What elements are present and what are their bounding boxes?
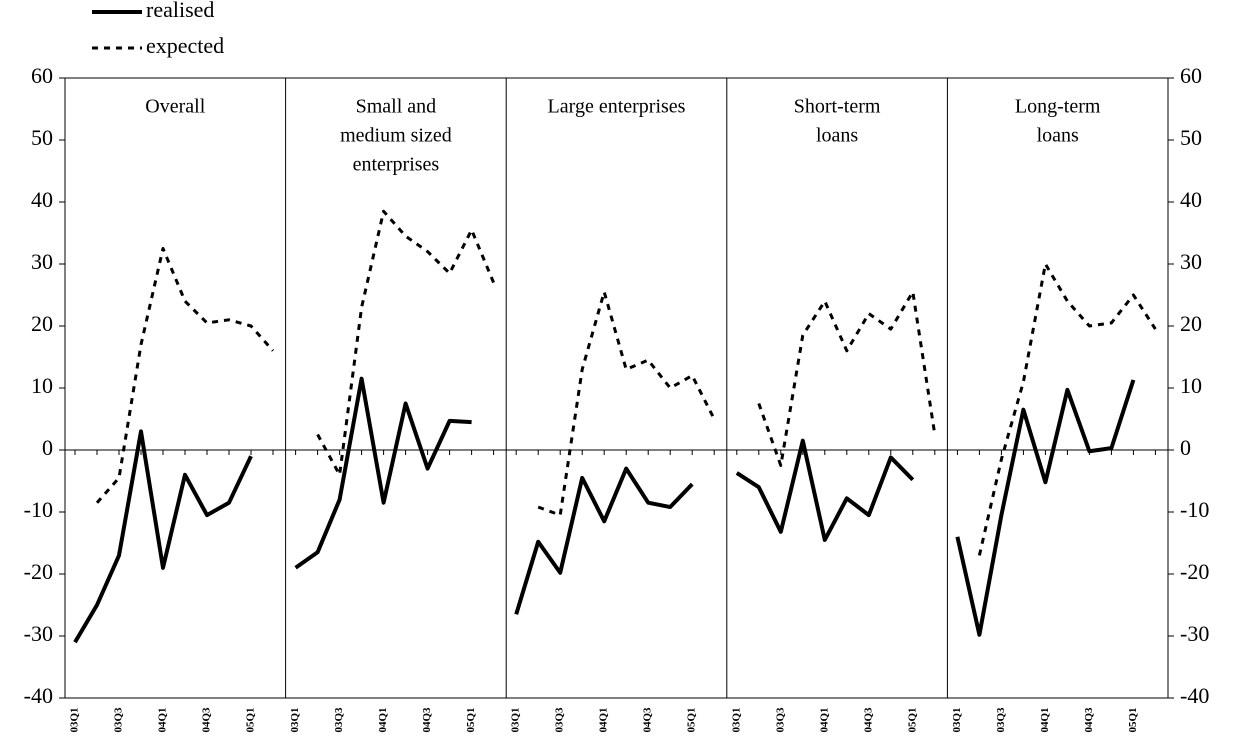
series-line: [735, 438, 915, 542]
x-tick-label: 03Q3: [554, 707, 566, 733]
series-line: [294, 376, 472, 570]
x-tick-label: 04Q1: [377, 707, 389, 732]
series-line: [514, 466, 694, 615]
x-tick-label: 04Q3: [862, 707, 874, 733]
x-tick-label: 03Q3: [113, 707, 125, 733]
x-tick-label: 04Q1: [157, 707, 169, 732]
panel-title: enterprises: [353, 154, 440, 176]
y2-tick-label: -40: [1180, 683, 1209, 708]
legend-label: realised: [146, 0, 214, 22]
panel-title: Long-term: [1015, 96, 1101, 118]
series-line: [977, 262, 1157, 556]
panel-title: Short-term: [794, 96, 881, 118]
y2-tick-label: 10: [1180, 373, 1202, 398]
y-tick-label: 0: [42, 435, 53, 460]
series-line: [73, 429, 253, 644]
y2-tick-label: 40: [1180, 187, 1202, 212]
y2-tick-label: 30: [1180, 249, 1202, 274]
x-tick-label: 03Q3: [995, 707, 1007, 733]
series-line: [757, 290, 937, 467]
y2-tick-label: 60: [1180, 63, 1202, 88]
x-tick-label: 03Q1: [510, 707, 522, 732]
y2-tick-label: 20: [1180, 311, 1202, 336]
panel-title: Overall: [145, 96, 205, 118]
x-tick-label: 03Q3: [774, 707, 786, 733]
y2-tick-label: -30: [1180, 621, 1209, 646]
x-tick-label: 03Q1: [730, 707, 742, 732]
panel-title: medium sized: [340, 125, 452, 147]
y2-tick-label: -20: [1180, 559, 1209, 584]
y2-tick-label: 0: [1180, 435, 1191, 460]
y-tick-label: 10: [31, 373, 53, 398]
y-tick-label: -40: [24, 683, 53, 708]
legend-label: expected: [146, 33, 224, 58]
y-tick-label: -20: [24, 559, 53, 584]
plot-frame: [64, 77, 1169, 699]
series-line: [316, 209, 495, 477]
x-tick-label: 03Q1: [289, 707, 301, 732]
series-line: [955, 379, 1136, 637]
x-tick-label: 05Q1: [906, 707, 918, 732]
x-tick-label: 04Q3: [1083, 707, 1095, 733]
y2-tick-label: -10: [1180, 497, 1209, 522]
x-tick-label: 05Q1: [686, 707, 698, 732]
x-tick-label: 05Q1: [245, 707, 257, 732]
panel-title: loans: [816, 125, 858, 147]
y-tick-label: 40: [31, 187, 53, 212]
panel-title: loans: [1037, 125, 1079, 147]
y-tick-label: 60: [31, 63, 53, 88]
x-tick-label: 04Q1: [818, 707, 830, 732]
x-tick-label: 03Q1: [951, 707, 963, 732]
x-tick-label: 05Q1: [1127, 707, 1139, 732]
y-tick-label: -30: [24, 621, 53, 646]
y-tick-label: 50: [31, 125, 53, 150]
y2-tick-label: 50: [1180, 125, 1202, 150]
series-line: [537, 290, 716, 517]
x-tick-label: 04Q3: [642, 707, 654, 733]
x-tick-label: 03Q3: [333, 707, 345, 733]
x-tick-label: 04Q3: [421, 707, 433, 733]
x-tick-label: 04Q1: [598, 707, 610, 732]
x-tick-label: 05Q1: [465, 707, 477, 732]
y-tick-label: 30: [31, 249, 53, 274]
y-tick-label: 20: [31, 311, 53, 336]
x-tick-label: 04Q1: [1039, 707, 1051, 732]
x-tick-label: 04Q3: [201, 707, 213, 733]
panel-title: Small and: [356, 96, 437, 118]
panel-title: Large enterprises: [548, 96, 686, 118]
x-tick-label: 03Q1: [69, 707, 81, 732]
y-tick-label: -10: [24, 497, 53, 522]
